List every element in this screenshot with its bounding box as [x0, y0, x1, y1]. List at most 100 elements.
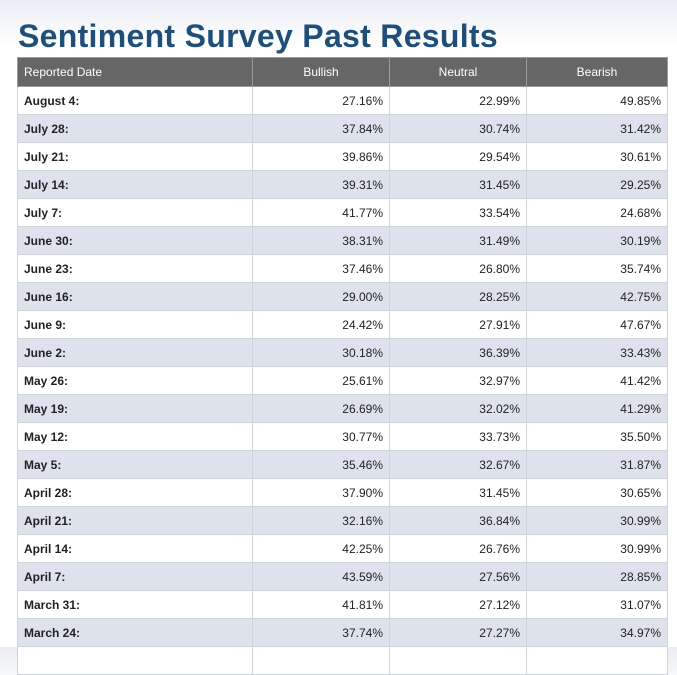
row-date-cell: August 4: — [17, 86, 253, 115]
row-bullish-cell: 41.77% — [252, 198, 390, 227]
row-date-cell: May 19: — [17, 394, 253, 423]
row-bearish-cell: 35.74% — [526, 254, 668, 283]
row-bearish-cell: 33.43% — [526, 338, 668, 367]
row-neutral-cell: 27.27% — [389, 618, 527, 647]
table-row: April 7: 43.59% 27.56% 28.85% — [17, 562, 668, 591]
row-date-cell: March 31: — [17, 590, 253, 619]
row-bullish-cell: 30.77% — [252, 422, 390, 451]
row-neutral-cell — [389, 646, 527, 675]
row-bullish-cell — [252, 646, 390, 675]
row-bearish-cell: 29.25% — [526, 170, 668, 199]
row-bullish-cell: 29.00% — [252, 282, 390, 311]
row-neutral-cell: 33.54% — [389, 198, 527, 227]
row-neutral-cell: 31.45% — [389, 478, 527, 507]
row-bearish-cell: 35.50% — [526, 422, 668, 451]
table-row: August 4: 27.16% 22.99% 49.85% — [17, 86, 668, 115]
row-date-cell: April 21: — [17, 506, 253, 535]
table-row: April 28: 37.90% 31.45% 30.65% — [17, 478, 668, 507]
table-row: April 14: 42.25% 26.76% 30.99% — [17, 534, 668, 563]
row-date-cell: June 16: — [17, 282, 253, 311]
row-neutral-cell: 31.49% — [389, 226, 527, 255]
column-header-neutral: Neutral — [389, 57, 527, 87]
table-row — [17, 646, 668, 675]
row-bearish-cell: 30.99% — [526, 534, 668, 563]
row-bearish-cell: 31.87% — [526, 450, 668, 479]
row-neutral-cell: 31.45% — [389, 170, 527, 199]
row-bullish-cell: 41.81% — [252, 590, 390, 619]
row-date-cell: July 7: — [17, 198, 253, 227]
row-bearish-cell: 28.85% — [526, 562, 668, 591]
row-bullish-cell: 39.31% — [252, 170, 390, 199]
table-row: July 7: 41.77% 33.54% 24.68% — [17, 198, 668, 227]
row-bearish-cell: 30.19% — [526, 226, 668, 255]
row-bearish-cell: 47.67% — [526, 310, 668, 339]
row-date-cell: May 5: — [17, 450, 253, 479]
row-bullish-cell: 27.16% — [252, 86, 390, 115]
sentiment-results-table: Reported Date Bullish Neutral Bearish Au… — [17, 57, 668, 675]
row-neutral-cell: 32.97% — [389, 366, 527, 395]
table-row: July 28: 37.84% 30.74% 31.42% — [17, 114, 668, 143]
row-bearish-cell: 30.99% — [526, 506, 668, 535]
table-row: May 12: 30.77% 33.73% 35.50% — [17, 422, 668, 451]
row-bearish-cell: 34.97% — [526, 618, 668, 647]
row-neutral-cell: 27.12% — [389, 590, 527, 619]
row-bullish-cell: 26.69% — [252, 394, 390, 423]
row-date-cell: June 30: — [17, 226, 253, 255]
row-date-cell: July 28: — [17, 114, 253, 143]
table-row: April 21: 32.16% 36.84% 30.99% — [17, 506, 668, 535]
row-date-cell — [17, 646, 253, 675]
row-bullish-cell: 43.59% — [252, 562, 390, 591]
table-row: May 19: 26.69% 32.02% 41.29% — [17, 394, 668, 423]
row-neutral-cell: 32.02% — [389, 394, 527, 423]
table-row: June 16: 29.00% 28.25% 42.75% — [17, 282, 668, 311]
row-bearish-cell: 31.42% — [526, 114, 668, 143]
table-row: June 9: 24.42% 27.91% 47.67% — [17, 310, 668, 339]
row-neutral-cell: 27.56% — [389, 562, 527, 591]
row-bullish-cell: 37.90% — [252, 478, 390, 507]
table-row: July 14: 39.31% 31.45% 29.25% — [17, 170, 668, 199]
column-header-bearish: Bearish — [526, 57, 668, 87]
row-neutral-cell: 29.54% — [389, 142, 527, 171]
row-date-cell: April 7: — [17, 562, 253, 591]
row-bullish-cell: 38.31% — [252, 226, 390, 255]
row-bearish-cell: 42.75% — [526, 282, 668, 311]
row-date-cell: March 24: — [17, 618, 253, 647]
page-title: Sentiment Survey Past Results — [18, 18, 498, 54]
row-bearish-cell: 30.61% — [526, 142, 668, 171]
table-row: May 26: 25.61% 32.97% 41.42% — [17, 366, 668, 395]
row-bullish-cell: 24.42% — [252, 310, 390, 339]
row-neutral-cell: 22.99% — [389, 86, 527, 115]
table-row: July 21: 39.86% 29.54% 30.61% — [17, 142, 668, 171]
row-bullish-cell: 35.46% — [252, 450, 390, 479]
row-date-cell: May 12: — [17, 422, 253, 451]
row-bullish-cell: 30.18% — [252, 338, 390, 367]
row-neutral-cell: 36.39% — [389, 338, 527, 367]
row-bullish-cell: 25.61% — [252, 366, 390, 395]
row-neutral-cell: 36.84% — [389, 506, 527, 535]
row-bearish-cell: 41.42% — [526, 366, 668, 395]
row-bullish-cell: 37.84% — [252, 114, 390, 143]
row-date-cell: May 26: — [17, 366, 253, 395]
column-header-reported-date: Reported Date — [17, 57, 253, 87]
row-date-cell: June 2: — [17, 338, 253, 367]
row-neutral-cell: 33.73% — [389, 422, 527, 451]
row-date-cell: June 9: — [17, 310, 253, 339]
row-bearish-cell: 49.85% — [526, 86, 668, 115]
row-date-cell: April 28: — [17, 478, 253, 507]
row-bullish-cell: 37.74% — [252, 618, 390, 647]
row-bullish-cell: 39.86% — [252, 142, 390, 171]
row-neutral-cell: 26.80% — [389, 254, 527, 283]
table-row: June 23: 37.46% 26.80% 35.74% — [17, 254, 668, 283]
row-date-cell: July 14: — [17, 170, 253, 199]
row-neutral-cell: 27.91% — [389, 310, 527, 339]
row-neutral-cell: 26.76% — [389, 534, 527, 563]
row-neutral-cell: 28.25% — [389, 282, 527, 311]
row-bullish-cell: 32.16% — [252, 506, 390, 535]
row-neutral-cell: 32.67% — [389, 450, 527, 479]
table-body: August 4: 27.16% 22.99% 49.85% July 28: 37.84… — [17, 86, 668, 675]
table-row: June 2: 30.18% 36.39% 33.43% — [17, 338, 668, 367]
row-bearish-cell: 24.68% — [526, 198, 668, 227]
column-header-bullish: Bullish — [252, 57, 390, 87]
row-neutral-cell: 30.74% — [389, 114, 527, 143]
table-row: May 5: 35.46% 32.67% 31.87% — [17, 450, 668, 479]
